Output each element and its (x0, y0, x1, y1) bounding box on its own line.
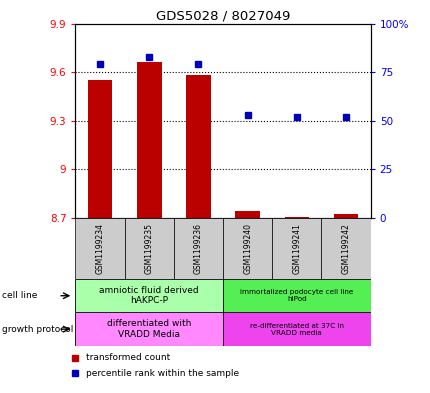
Text: transformed count: transformed count (86, 353, 170, 362)
Bar (223, 279, 370, 312)
Text: GSM1199236: GSM1199236 (194, 223, 203, 274)
Text: percentile rank within the sample: percentile rank within the sample (86, 369, 239, 378)
Text: growth protocol: growth protocol (2, 325, 74, 334)
Text: GSM1199234: GSM1199234 (95, 223, 104, 274)
Title: GDS5028 / 8027049: GDS5028 / 8027049 (156, 9, 289, 22)
Text: GSM1199241: GSM1199241 (292, 223, 301, 274)
Bar (284, 217, 308, 218)
Bar (137, 62, 161, 218)
Text: immortalized podocyte cell line
hIPod: immortalized podocyte cell line hIPod (240, 289, 353, 302)
Text: cell line: cell line (2, 291, 37, 300)
Text: differentiated with
VRADD Media: differentiated with VRADD Media (107, 320, 191, 339)
Text: GSM1199235: GSM1199235 (144, 223, 154, 274)
Bar (124, 218, 173, 279)
Bar (173, 218, 223, 279)
Bar (88, 79, 112, 218)
Bar (75, 312, 223, 346)
Bar (333, 214, 357, 218)
Bar (223, 312, 370, 346)
Bar (321, 218, 370, 279)
Bar (223, 218, 272, 279)
Text: GSM1199240: GSM1199240 (243, 223, 252, 274)
Text: amniotic fluid derived
hAKPC-P: amniotic fluid derived hAKPC-P (99, 286, 199, 305)
Bar (186, 75, 210, 218)
Bar (75, 279, 223, 312)
Text: GSM1199242: GSM1199242 (341, 223, 350, 274)
Text: re-differentiated at 37C in
VRADD media: re-differentiated at 37C in VRADD media (249, 323, 343, 336)
Bar (235, 211, 259, 218)
Bar (75, 218, 124, 279)
Bar (272, 218, 321, 279)
